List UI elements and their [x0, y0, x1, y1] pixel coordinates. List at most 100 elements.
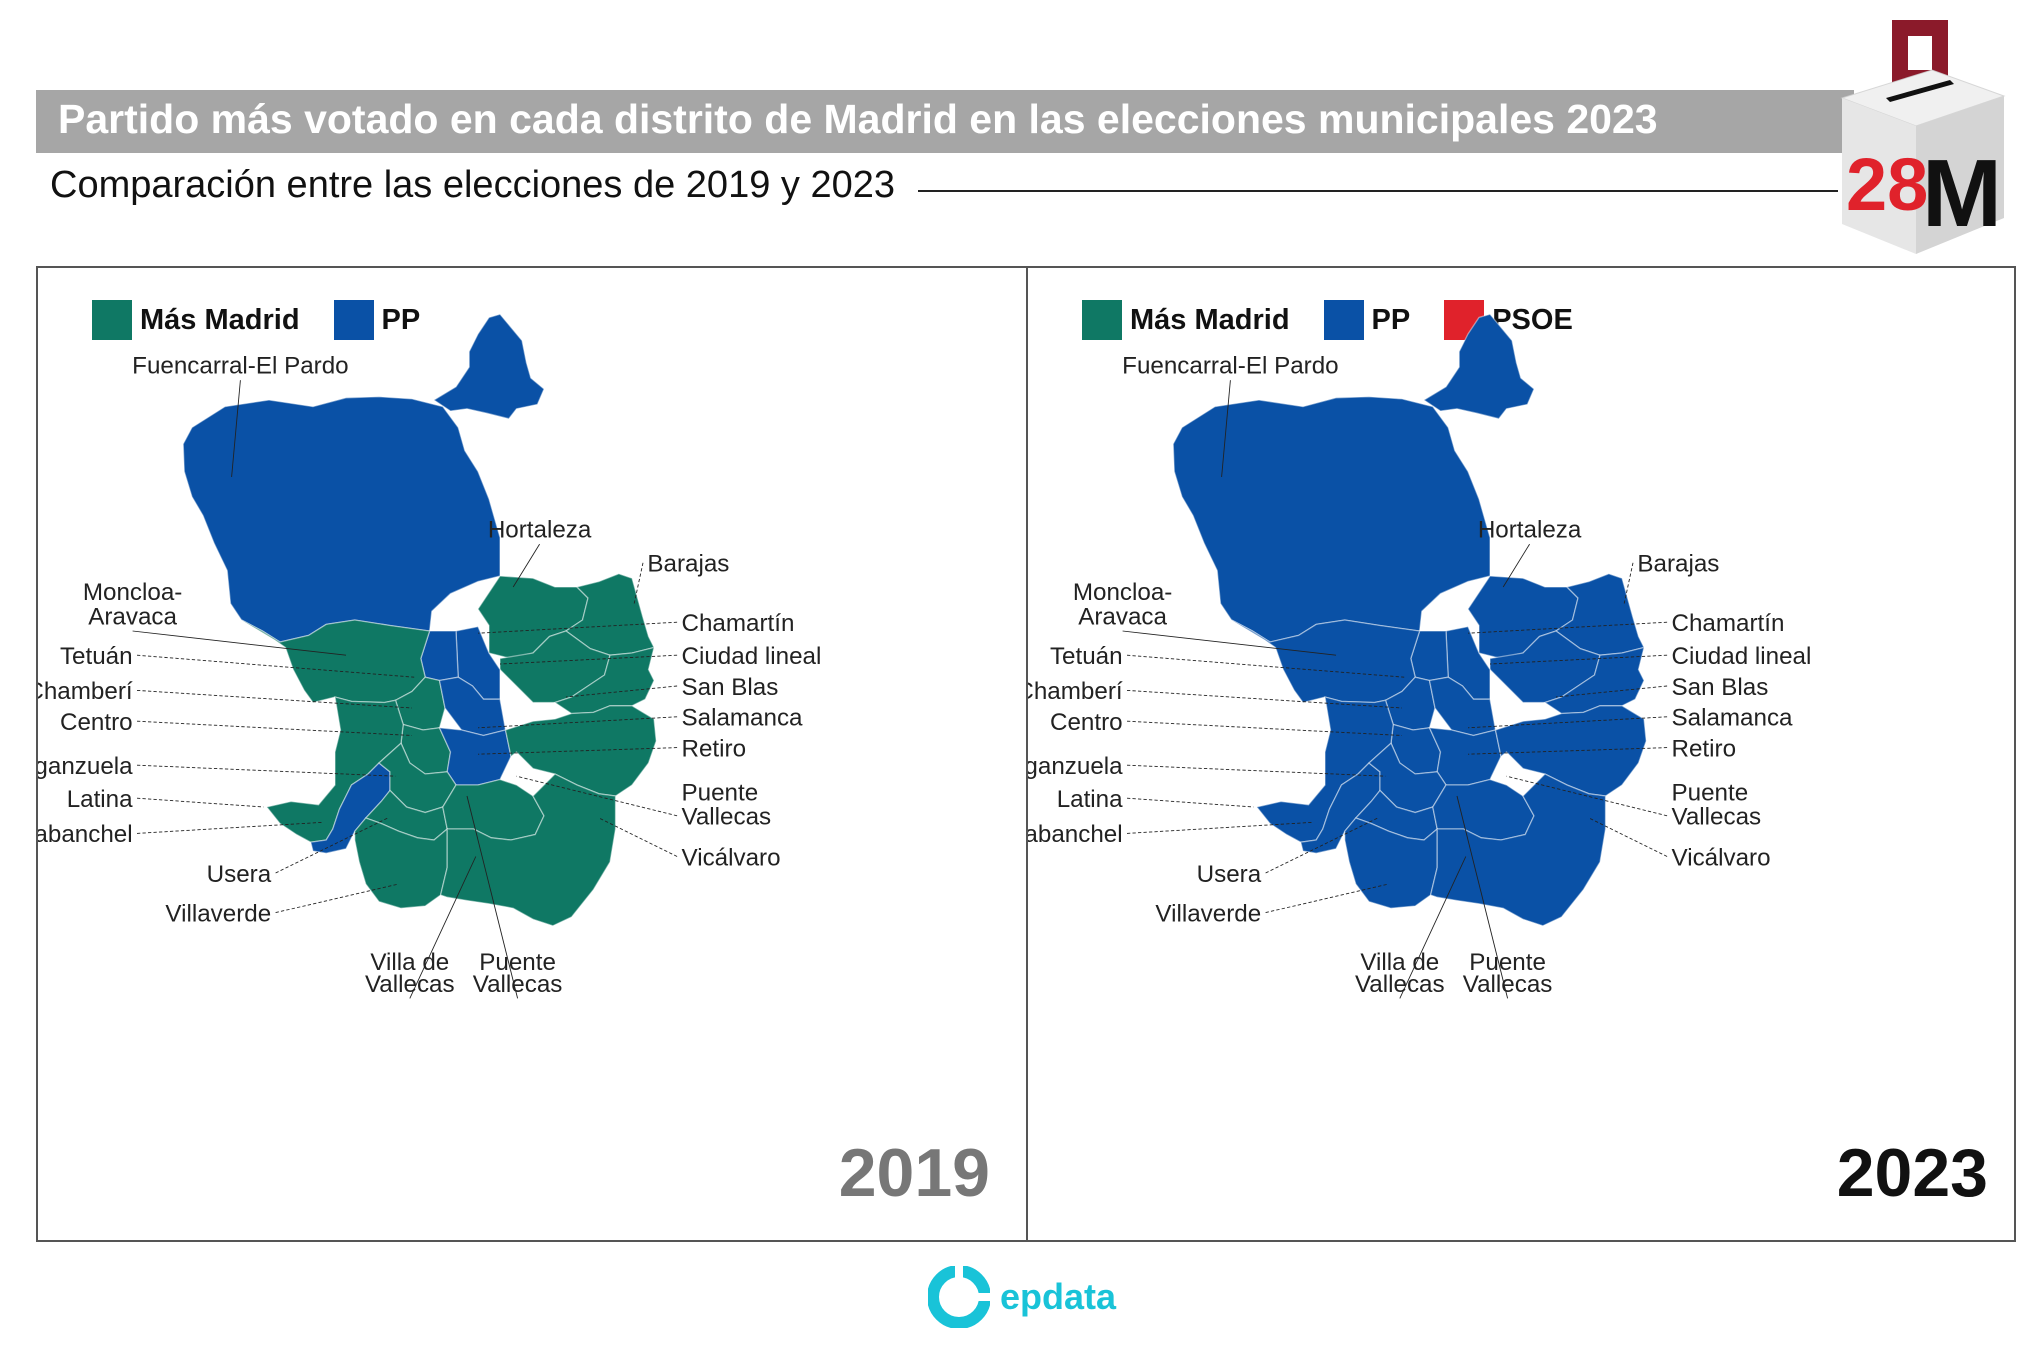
title-bar	[36, 90, 1854, 153]
district-label: Tetuán	[60, 643, 133, 670]
leader-line	[516, 775, 678, 817]
district-label: Villaverde	[165, 900, 271, 927]
district-label: Puente	[682, 779, 759, 806]
box-left-face	[1842, 98, 1916, 254]
district-label: Chamartín	[682, 610, 795, 637]
legend-label: PP	[1371, 303, 1411, 336]
map-panel-2019: Más Madrid PP Fuencarral-El Pardo Hortale…	[36, 266, 1028, 1242]
district-layer: Fuencarral-El Pardo Hortaleza Barajas Moncl…	[38, 313, 822, 999]
leader-line	[1265, 817, 1378, 874]
legend-swatch	[92, 300, 132, 340]
district-label: Chamberí	[1028, 678, 1123, 705]
legend-label: Más Madrid	[1130, 303, 1290, 336]
leader-line	[275, 817, 388, 874]
leader-line	[136, 720, 413, 736]
legend-item-pp: PP	[1323, 300, 1411, 340]
district-label: Hortaleza	[1478, 517, 1582, 544]
legend-2019: Más Madrid PP	[92, 298, 454, 342]
district-label: Chamartín	[1672, 610, 1785, 637]
leader-line	[1126, 720, 1403, 736]
district-label: Hortaleza	[488, 517, 592, 544]
leader-line	[477, 747, 678, 755]
district-label: Aravaca	[1078, 603, 1167, 630]
district-label: Moncloa-	[83, 579, 182, 606]
leader-line	[1467, 621, 1668, 634]
year-label: 2019	[838, 1135, 990, 1211]
district-label: Centro	[1050, 709, 1123, 736]
district-label: Moncloa-	[1073, 579, 1172, 606]
page-subtitle: Comparación entre las elecciones de 2019…	[50, 164, 895, 206]
district-label: Villaverde	[1155, 900, 1261, 927]
legend-label: PSOE	[1492, 303, 1573, 336]
badge-letter: M	[1922, 140, 2002, 247]
district-label: Ciudad lineal	[1672, 643, 1812, 670]
badge-number: 28	[1846, 143, 1928, 226]
leader-line	[1126, 821, 1312, 834]
district-label: Carabanchel	[1028, 821, 1123, 848]
leader-line	[231, 380, 241, 478]
leader-line	[1467, 716, 1668, 729]
district-label: Arganzuela	[38, 753, 133, 780]
leader-line	[477, 716, 678, 729]
legend-swatch	[333, 300, 374, 340]
district-label: Ciudad lineal	[682, 643, 822, 670]
district-fuencarral-el-pardo[interactable]	[182, 313, 545, 643]
district-label: Fuencarral-El Pardo	[1122, 353, 1338, 380]
leader-line	[1623, 562, 1634, 604]
box-slot	[1886, 80, 1954, 102]
district-label: Vicálvaro	[682, 844, 781, 871]
district-label: Latina	[67, 786, 133, 813]
district-label: Puente	[479, 949, 556, 976]
district-label: Tetuán	[1050, 643, 1123, 670]
district-label: Vallecas	[682, 804, 772, 831]
district-fuencarral-el-pardo[interactable]	[1172, 313, 1535, 643]
district-salamanca[interactable]	[1428, 676, 1497, 737]
box-right-face	[1916, 96, 2004, 254]
district-label: Villa de	[370, 949, 449, 976]
district-villaverde[interactable]	[1344, 817, 1438, 909]
leader-line	[1489, 654, 1668, 665]
leader-line	[132, 630, 347, 656]
year-label: 2023	[1836, 1135, 1988, 1211]
leader-line	[1126, 654, 1405, 678]
leader-line	[1555, 685, 1668, 698]
district-villaverde[interactable]	[354, 817, 448, 909]
district-label: Villa de	[1360, 949, 1439, 976]
district-salamanca[interactable]	[438, 676, 507, 737]
district-villa-de-vallecas[interactable]	[439, 773, 617, 927]
subtitle-rule	[918, 190, 1838, 192]
madrid-map-2019: Fuencarral-El Pardo Hortaleza Barajas Moncl…	[38, 313, 822, 999]
legend-item-mas-madrid: Más Madrid	[92, 300, 300, 340]
district-label: Aravaca	[88, 603, 177, 630]
leader-line	[1399, 856, 1467, 999]
ballot-box-logo: 28 M	[1840, 20, 2006, 254]
district-label: Latina	[1057, 786, 1123, 813]
district-label: Salamanca	[1672, 705, 1794, 732]
leader-line	[499, 654, 678, 665]
leader-line	[1502, 543, 1530, 588]
page-title: Partido más votado en cada distrito de M…	[58, 96, 1658, 142]
district-label: Puente	[1672, 779, 1749, 806]
legend-label: Más Madrid	[140, 303, 300, 336]
district-label: Centro	[60, 709, 133, 736]
district-villa-de-vallecas[interactable]	[1429, 773, 1607, 927]
district-label: Puente	[1469, 949, 1546, 976]
map-panel-2023: Más Madrid PP PSOE Fuencarral-El Pardo Ho…	[1026, 266, 2016, 1242]
district-label: Usera	[207, 861, 272, 888]
district-label: Vallecas	[473, 971, 563, 998]
district-label: Usera	[1197, 861, 1262, 888]
leader-line	[477, 621, 678, 634]
legend-2023: Más Madrid PP PSOE	[1082, 298, 1607, 342]
leader-line	[136, 821, 322, 834]
brand-name: epdata	[1000, 1276, 1117, 1317]
district-label: Vallecas	[1463, 971, 1553, 998]
leader-line	[1588, 817, 1668, 857]
district-label: Fuencarral-El Pardo	[132, 353, 348, 380]
leader-line	[598, 817, 678, 857]
district-label: Salamanca	[682, 705, 804, 732]
leader-line	[1467, 747, 1668, 755]
leader-line	[136, 689, 413, 709]
district-label: Arganzuela	[1028, 753, 1123, 780]
leader-line	[275, 883, 399, 914]
leader-line	[1126, 689, 1403, 709]
